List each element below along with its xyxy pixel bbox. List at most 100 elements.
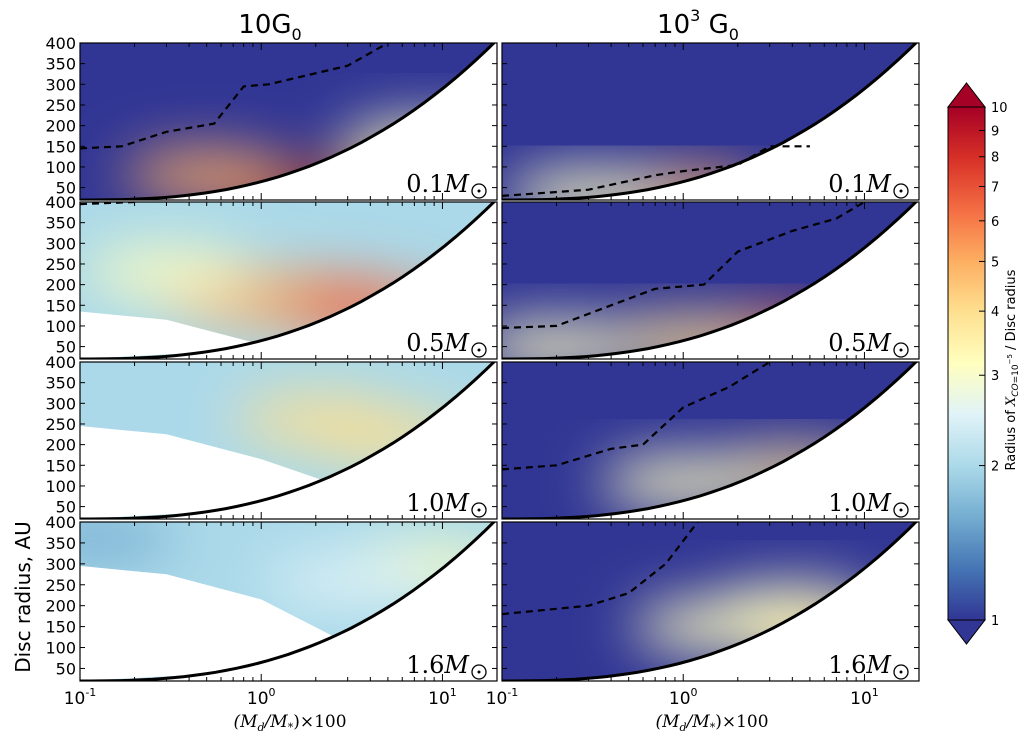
sun-symbol-icon <box>893 342 909 358</box>
sun-symbol-dot <box>477 348 481 352</box>
disc-boundary-line <box>502 43 918 200</box>
sun-symbol-dot <box>899 670 903 674</box>
column-title-right: 103 G0 <box>657 6 739 44</box>
disc-boundary-line <box>502 362 918 519</box>
x-label-left-d: d <box>258 721 265 734</box>
x-tick-base: 10 <box>486 689 508 709</box>
x-label-left-star: * <box>288 721 294 734</box>
panel-field <box>502 362 919 519</box>
colorbar-label-exp: −5 <box>1006 354 1014 364</box>
stellar-mass-value: 0.1 <box>406 170 444 198</box>
y-tick-label: 400 <box>45 353 76 372</box>
y-tick-label: 250 <box>45 96 76 115</box>
x-label-left-tail: )×100 <box>293 712 346 732</box>
y-tick-label: 50 <box>56 338 76 357</box>
stellar-mass-unit: M <box>865 651 892 679</box>
stellar-mass-unit: M <box>443 329 470 357</box>
sun-symbol-icon <box>893 502 909 518</box>
colorbar-gradient <box>948 107 985 620</box>
dashed-contour-line <box>502 522 699 616</box>
x-axis-label-left: (Md/M*)×100 <box>233 712 346 734</box>
sun-symbol-dot <box>477 189 481 193</box>
dashed-contour-line <box>502 362 771 471</box>
disc-boundary-line <box>80 522 496 681</box>
colorbar-frame <box>947 106 986 621</box>
stellar-mass-value: 0.1 <box>828 170 866 198</box>
panel-r0-c1: 0.1M <box>501 42 920 201</box>
panel-field <box>80 202 497 359</box>
panel-field <box>502 522 919 681</box>
sun-symbol-dot <box>899 508 903 512</box>
y-tick-label: 350 <box>45 55 76 74</box>
sun-symbol-icon <box>893 183 909 199</box>
colorbar-tick-label: 7 <box>991 180 999 195</box>
column-title-right-sub: 0 <box>729 25 739 44</box>
stellar-mass-value: 0.5 <box>406 329 444 357</box>
stellar-mass-value: 1.6 <box>828 651 866 679</box>
colorbar-label-pre: Radius of <box>1004 406 1019 470</box>
stellar-mass-label: 0.5M <box>406 329 470 357</box>
stellar-mass-label: 1.0M <box>406 489 470 517</box>
y-tick-label: 150 <box>45 618 76 637</box>
column-title-right-sup: 3 <box>690 6 700 25</box>
y-axis-label: Disc radius, AU <box>11 521 35 673</box>
excluded-region <box>80 362 497 519</box>
sun-symbol-dot <box>477 670 481 674</box>
panel-frame <box>501 521 920 682</box>
stellar-mass-label: 1.6M <box>406 651 470 679</box>
colorbar-min-extend <box>946 619 987 645</box>
y-tick-label: 50 <box>56 659 76 678</box>
colorbar-label-post: / Disc radius <box>1004 269 1019 354</box>
excluded-region <box>502 362 919 519</box>
column-title-right-mid: G <box>700 10 728 40</box>
colorbar-tick-label: 1 <box>991 614 999 629</box>
dashed-contour-line <box>502 145 810 197</box>
stellar-mass-unit: M <box>865 489 892 517</box>
x-tick-label: 100 <box>247 686 276 709</box>
colorbar-tick-label: 5 <box>991 255 999 270</box>
x-tick-label: 101 <box>850 686 879 709</box>
stellar-mass-value: 1.0 <box>828 489 866 517</box>
panel-frame <box>501 42 920 201</box>
colorbar-tick-label: 10 <box>991 101 1008 116</box>
colorbar-tick-label: 8 <box>991 151 999 166</box>
y-tick-label: 250 <box>45 576 76 595</box>
stellar-mass-unit: M <box>443 170 470 198</box>
colorbar-label: Radius of XCO=10−5 / Disc radius <box>1004 269 1021 470</box>
stellar-mass-unit: M <box>443 489 470 517</box>
stellar-mass-label: 0.1M <box>828 170 892 198</box>
panel-frame <box>501 201 920 360</box>
y-tick-label: 350 <box>45 214 76 233</box>
y-tick-label: 350 <box>45 374 76 393</box>
y-tick-label: 150 <box>45 137 76 156</box>
column-title-left-base: 10G <box>238 10 291 40</box>
sun-symbol-dot <box>899 189 903 193</box>
x-axis-label-right: (Md/M*)×100 <box>655 712 768 734</box>
hotspot-2 <box>502 321 640 359</box>
x-label-left-slash: /M <box>263 712 289 732</box>
y-tick-label: 100 <box>45 317 76 336</box>
panel-field <box>80 362 497 519</box>
x-tick-exp: 0 <box>269 686 276 699</box>
disc-boundary-line <box>502 202 918 359</box>
stellar-mass-label: 0.1M <box>406 170 470 198</box>
panel-field <box>502 43 919 200</box>
column-title-right-base: 10 <box>657 10 690 40</box>
x-tick-label: 101 <box>428 686 457 709</box>
panel-frame <box>501 361 920 520</box>
dashed-contour-line <box>80 202 135 206</box>
y-tick-label: 200 <box>45 117 76 136</box>
x-tick-base: 10 <box>64 689 86 709</box>
stellar-mass-label: 1.6M <box>828 651 892 679</box>
sun-symbol-icon <box>471 664 487 680</box>
column-title-left-sub: 0 <box>292 25 302 44</box>
colorbar: 1 2 3 4 5 6 7 8 9 10 <box>946 82 1008 645</box>
y-tick-label: 400 <box>45 193 76 212</box>
panel-r2-c1: 1.0M <box>501 361 920 520</box>
y-tick-label: 250 <box>45 255 76 274</box>
dashed-contour-line <box>502 202 865 330</box>
low-mass-region <box>80 565 388 681</box>
y-tick-label: 400 <box>45 34 76 53</box>
disc-boundary-line <box>80 362 496 519</box>
